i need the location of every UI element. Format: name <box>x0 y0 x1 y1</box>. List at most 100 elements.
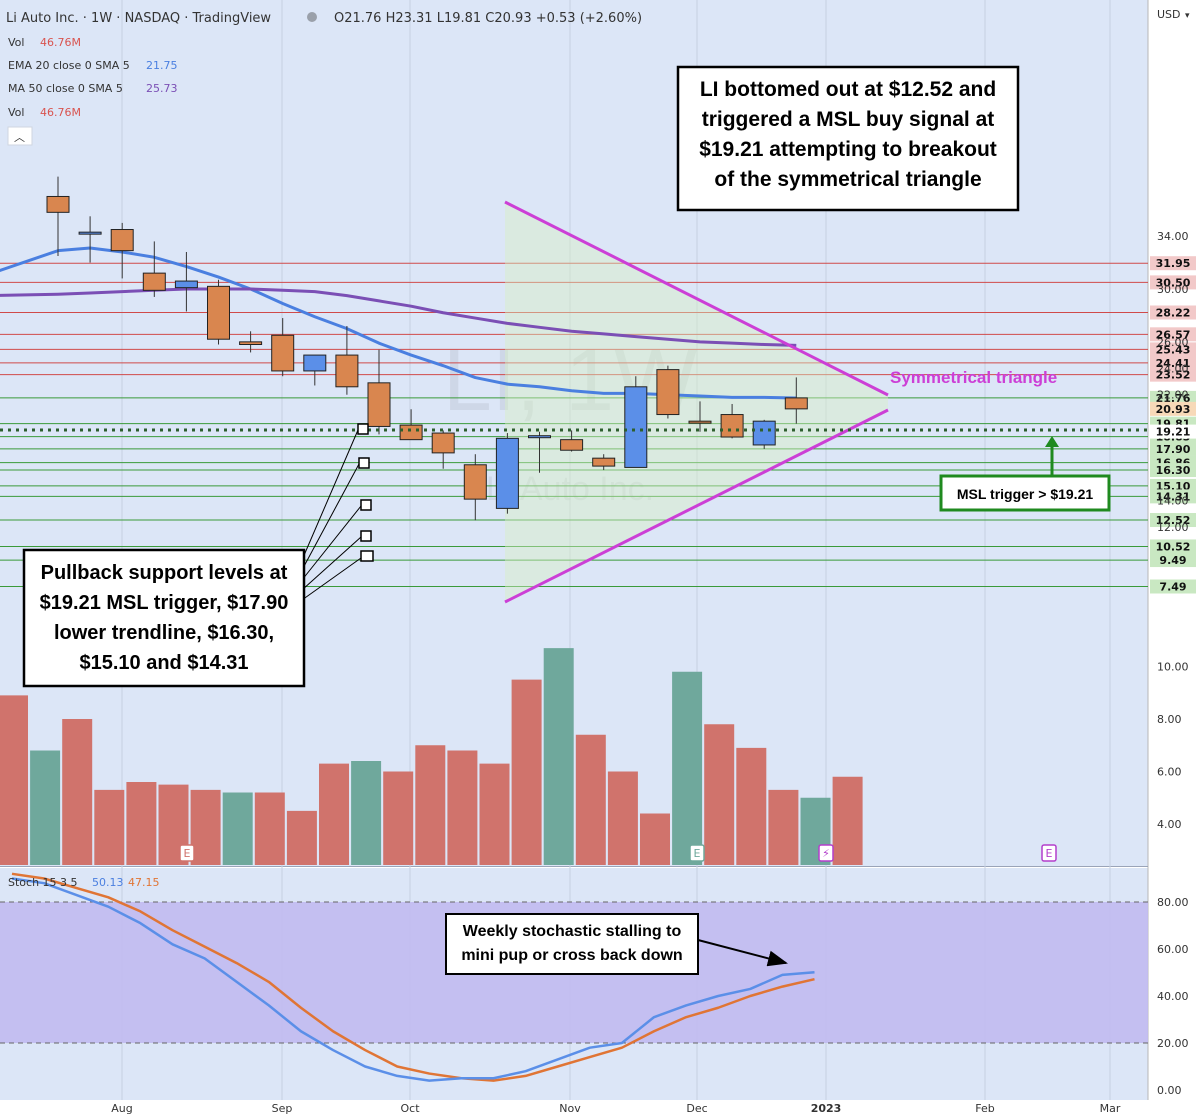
volume-bars <box>0 648 863 865</box>
candle[interactable] <box>560 430 584 452</box>
candle[interactable] <box>271 318 295 377</box>
support-price-label-bg <box>1150 579 1196 594</box>
candle-body <box>174 280 198 289</box>
earnings-label: ⚡ <box>822 847 830 860</box>
candle[interactable] <box>46 176 70 256</box>
volume-bar <box>479 763 510 865</box>
candle-body <box>720 414 744 438</box>
stoch-k-value: 50.13 <box>92 876 124 889</box>
candle[interactable] <box>752 419 776 449</box>
time-tick-label: Nov <box>559 1102 581 1115</box>
candle-body <box>463 464 487 500</box>
candle[interactable] <box>110 222 134 279</box>
stoch-name: Stoch 15 3 5 <box>8 876 78 889</box>
support-price-label: 7.49 <box>1159 581 1186 594</box>
triangle-upper-trendline <box>504 200 889 397</box>
candle[interactable] <box>431 430 455 469</box>
candle-body <box>303 354 327 372</box>
support-annotation-line-3: lower trendline, $16.30, <box>54 622 274 644</box>
currency-chevron-icon[interactable]: ▾ <box>1185 10 1190 20</box>
volume-bar <box>447 750 478 865</box>
candles[interactable] <box>46 176 808 521</box>
volume-bar <box>0 695 28 865</box>
stoch-tick-label: 0.00 <box>1157 1084 1182 1097</box>
candle[interactable] <box>207 279 230 345</box>
price-tick-label: 6.00 <box>1157 766 1182 779</box>
support-annotation-line-4: $15.10 and $14.31 <box>79 652 248 674</box>
stoch-tick-label: 20.00 <box>1157 1037 1189 1050</box>
msl-price-label-bg <box>1150 424 1196 439</box>
candle[interactable] <box>463 454 487 521</box>
candle[interactable] <box>784 377 808 424</box>
candle[interactable] <box>239 331 263 353</box>
resistance-price-label: 26.57 <box>1156 328 1191 341</box>
candle-body <box>431 432 455 454</box>
volume-bar <box>190 789 221 865</box>
volume-bar <box>672 671 703 865</box>
price-tick-label: 34.00 <box>1157 230 1189 243</box>
candle-body <box>367 382 391 427</box>
candle-body <box>656 369 680 416</box>
collapse-chevron-icon[interactable]: ︿ <box>14 132 25 144</box>
triangle-fill <box>505 202 888 602</box>
candle[interactable] <box>367 349 391 435</box>
candle[interactable] <box>303 354 327 386</box>
stoch-k-line <box>11 877 815 1082</box>
legend-vol-value: 46.76M <box>40 36 81 49</box>
earnings-label: E <box>184 847 191 860</box>
support-markers <box>357 423 374 562</box>
support-price-label: 14.31 <box>1156 490 1191 503</box>
volume-bar <box>640 813 670 865</box>
candle[interactable] <box>624 376 648 468</box>
resistance-price-label-bg <box>1150 327 1196 342</box>
volume-bar <box>319 763 349 865</box>
dividend-lightning-icon[interactable] <box>818 844 834 862</box>
time-axis[interactable] <box>0 1100 1200 1117</box>
price-tick-label: 4.00 <box>1157 818 1182 831</box>
volume-bar <box>62 719 93 865</box>
support-price-label-bg <box>1150 390 1196 405</box>
candle[interactable] <box>335 325 359 395</box>
symmetrical-triangle-label: Symmetrical triangle <box>890 368 1057 387</box>
resistance-price-label-bg <box>1150 275 1196 290</box>
candle-body <box>207 285 230 340</box>
header-title: Li Auto Inc. · 1W · NASDAQ · TradingView <box>6 11 271 26</box>
support-price-label: 16.30 <box>1156 464 1191 477</box>
time-tick-label: Oct <box>400 1102 420 1115</box>
last-price-label-bg <box>1150 401 1196 416</box>
price-tick-label: 8.00 <box>1157 713 1182 726</box>
price-tick-label: 24.00 <box>1157 362 1189 375</box>
candle[interactable] <box>656 365 680 419</box>
volume-bar <box>832 776 863 865</box>
axis-ticks: 34.00 30.00 26.00 24.00 22.00 14.00 12.00 10.00… <box>111 230 1188 1115</box>
price-tick-label: 30.00 <box>1157 283 1189 296</box>
candle-body <box>624 386 648 468</box>
stoch-d-value: 47.15 <box>128 876 160 889</box>
earnings-e-icon[interactable] <box>179 844 195 862</box>
legend-vol-label: Vol <box>8 36 24 49</box>
earnings-e-icon[interactable] <box>689 844 705 862</box>
volume-bar <box>254 792 285 865</box>
resistance-price-label: 25.43 <box>1156 343 1191 356</box>
candle[interactable] <box>495 433 519 514</box>
candle[interactable] <box>78 216 102 263</box>
time-tick-label: Aug <box>111 1102 132 1115</box>
support-price-label-bg <box>1150 553 1196 568</box>
candle[interactable] <box>174 251 198 312</box>
volume-bar <box>126 782 157 865</box>
candle[interactable] <box>688 401 712 432</box>
candle[interactable] <box>528 431 551 473</box>
volume-bar <box>511 679 542 865</box>
candle-body <box>78 231 102 235</box>
price-tick-label: 12.00 <box>1157 521 1189 534</box>
legend-vol2-label: Vol <box>8 106 24 119</box>
candle[interactable] <box>592 454 616 471</box>
candle[interactable] <box>142 241 166 297</box>
breakout-annotation-line-2: triggered a MSL buy signal at <box>702 108 995 131</box>
earnings-e-icon[interactable] <box>1041 844 1057 862</box>
collapse-legend-button[interactable] <box>7 126 33 146</box>
stochastic-annotation-box: Weekly stochastic stalling to mini pup o… <box>445 913 788 975</box>
candle-body <box>271 334 295 372</box>
candle-body <box>752 420 776 446</box>
